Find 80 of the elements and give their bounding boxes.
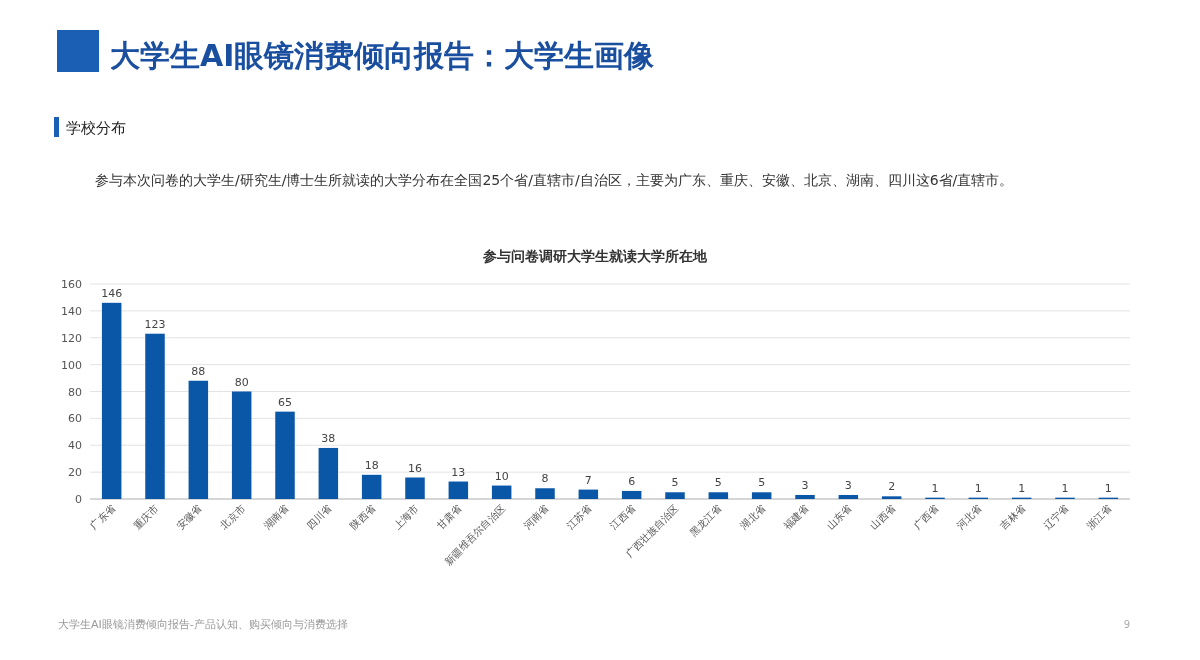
- bar: [578, 489, 599, 499]
- x-tick-label: 陕西省: [348, 502, 378, 532]
- bar: [491, 485, 512, 499]
- bar: [795, 494, 815, 499]
- chart-title: 参与问卷调研大学生就读大学所在地: [482, 248, 708, 264]
- y-tick-label: 60: [68, 412, 82, 426]
- bar: [881, 496, 902, 499]
- x-tick-label: 上海市: [391, 502, 421, 532]
- x-tick-label: 北京市: [218, 502, 248, 532]
- data-label: 3: [801, 478, 809, 492]
- text: 学校分布: [66, 119, 126, 137]
- bar: [838, 494, 859, 499]
- y-tick-label: 100: [61, 358, 82, 372]
- y-tick-label: 140: [61, 304, 82, 318]
- x-tick-label: 广东省: [88, 502, 118, 532]
- x-tick-label: 辽宁省: [1041, 502, 1071, 532]
- x-tick-label: 江苏省: [564, 502, 594, 532]
- data-label: 13: [451, 465, 466, 479]
- x-tick-label: 河北省: [954, 502, 984, 532]
- data-label: 2: [888, 480, 896, 494]
- y-tick-label: 120: [61, 331, 82, 345]
- data-label: 1: [1061, 481, 1069, 495]
- x-tick-label: 河南省: [521, 502, 551, 532]
- bar: [535, 488, 555, 499]
- data-label: 5: [671, 476, 679, 490]
- data-label: 88: [191, 364, 206, 378]
- x-tick-label: 浙江省: [1084, 502, 1114, 532]
- data-label: 123: [144, 317, 166, 331]
- bar: [448, 481, 469, 499]
- bar: [405, 477, 425, 499]
- bar: [145, 333, 165, 499]
- x-tick-label: 重庆市: [131, 502, 161, 532]
- x-tick-label: 甘肃省: [434, 502, 464, 532]
- text: 大学生AI眼镜消费倾向报告-产品认知、购买倾向与消费选择: [58, 618, 348, 631]
- bar: [708, 492, 729, 499]
- bar: [231, 391, 252, 499]
- y-tick-label: 20: [68, 466, 82, 480]
- bar: [751, 492, 772, 499]
- data-label: 10: [494, 469, 509, 483]
- bar: [188, 380, 209, 499]
- bar: [318, 447, 339, 499]
- y-tick-label: 160: [61, 278, 82, 291]
- x-tick-label: 湖南省: [261, 502, 291, 532]
- x-tick-label: 江西省: [608, 502, 638, 532]
- data-label: 38: [321, 431, 336, 445]
- data-label: 16: [408, 461, 422, 475]
- y-tick-label: 80: [68, 385, 82, 399]
- bar: [275, 411, 295, 499]
- data-label: 8: [541, 472, 549, 486]
- data-label: 5: [714, 476, 722, 490]
- data-label: 3: [844, 478, 852, 492]
- data-label: 7: [584, 473, 592, 487]
- bar: [665, 492, 685, 499]
- x-tick-label: 山西省: [868, 502, 898, 532]
- data-label: 1: [931, 481, 939, 495]
- y-tick-label: 0: [75, 493, 82, 506]
- x-tick-label: 四川省: [304, 502, 334, 532]
- data-label: 80: [234, 375, 249, 389]
- x-tick-label: 福建省: [781, 502, 811, 532]
- bar: [361, 474, 382, 499]
- data-label: 1: [1018, 481, 1026, 495]
- data-label: 65: [278, 395, 292, 409]
- text: 9: [1123, 619, 1130, 630]
- data-label: 6: [628, 474, 636, 488]
- bar: [101, 302, 122, 499]
- text: 参与本次问卷的大学生/研究生/博士生所就读的大学分布在全国25个省/直辖市/自治区，主要为广东、重庆、安徽、北京、湖南、四川这6省/直辖市。: [95, 172, 1014, 188]
- x-tick-label: 广西省: [911, 502, 941, 532]
- text: 大学生AI眼镜消费倾向报告：大学生画像: [110, 38, 656, 73]
- data-label: 18: [364, 458, 379, 472]
- x-tick-label: 吉林省: [998, 502, 1028, 532]
- data-label: 1: [1104, 481, 1112, 495]
- bar: [621, 490, 642, 499]
- data-label: 146: [101, 286, 123, 300]
- x-tick-label: 湖北省: [738, 502, 768, 532]
- x-tick-label: 黑龙江省: [687, 502, 724, 539]
- data-label: 5: [758, 476, 766, 490]
- x-tick-label: 安徽省: [174, 502, 204, 532]
- x-tick-label: 山东省: [824, 502, 854, 532]
- data-label: 1: [974, 481, 982, 495]
- y-tick-label: 40: [68, 439, 82, 453]
